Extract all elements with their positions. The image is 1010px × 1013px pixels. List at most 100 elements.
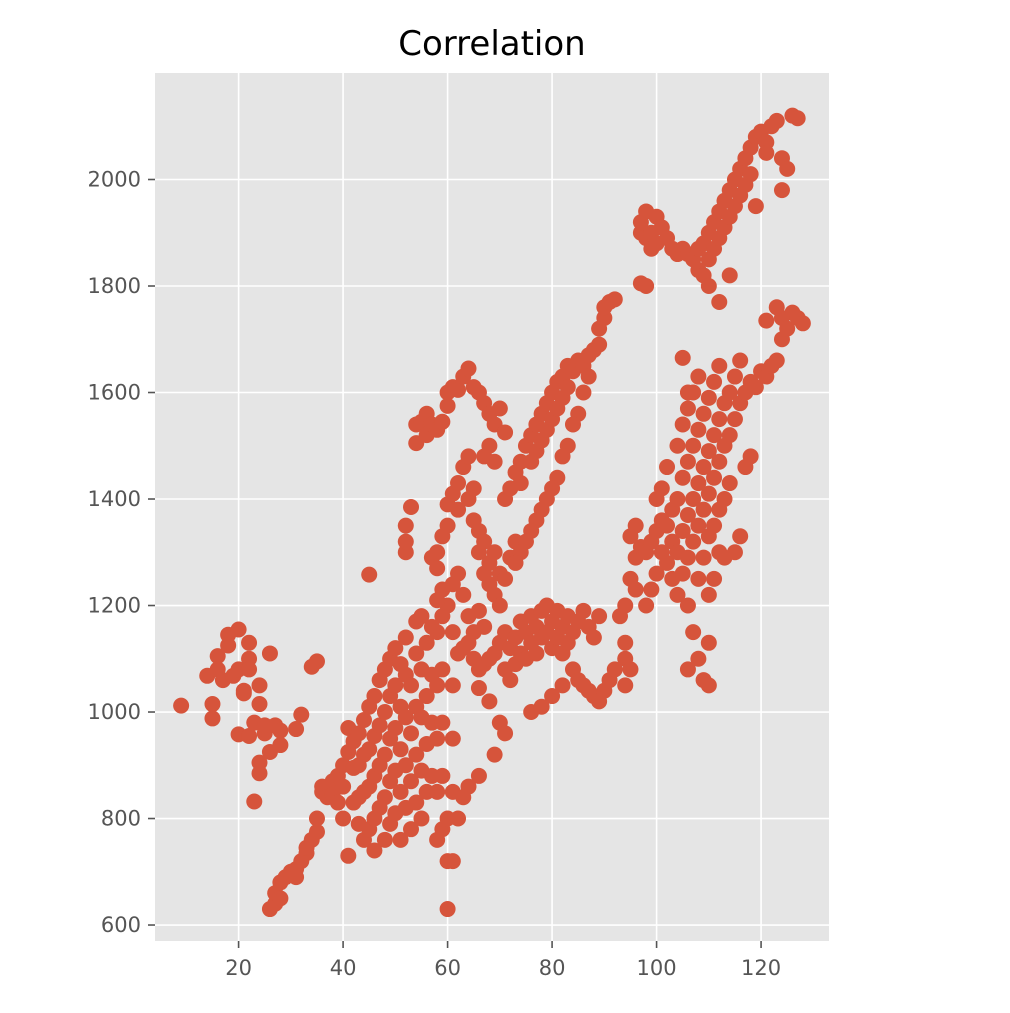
y-tick-label: 2000 — [88, 168, 141, 192]
scatter-point — [434, 661, 451, 678]
scatter-point — [679, 661, 696, 678]
scatter-point — [491, 597, 508, 614]
scatter-point — [653, 480, 670, 497]
scatter-point — [476, 533, 493, 550]
scatter-point — [350, 725, 367, 742]
scatter-point — [439, 397, 456, 414]
scatter-point — [747, 379, 764, 396]
scatter-point — [308, 823, 325, 840]
scatter-point — [617, 634, 634, 651]
scatter-point — [444, 853, 461, 870]
scatter-point — [794, 315, 811, 332]
scatter-point — [272, 737, 289, 754]
scatter-point — [413, 810, 430, 827]
scatter-point — [659, 554, 676, 571]
scatter-point — [606, 291, 623, 308]
scatter-point — [679, 400, 696, 417]
scatter-point — [690, 421, 707, 438]
scatter-point — [439, 901, 456, 918]
scatter-point — [366, 842, 383, 859]
scatter-point — [721, 427, 738, 444]
scatter-point — [679, 453, 696, 470]
scatter-point — [403, 499, 420, 515]
scatter-point — [622, 661, 639, 678]
scatter-point — [507, 554, 524, 571]
scatter-point — [408, 645, 425, 662]
scatter-point — [674, 522, 691, 539]
scatter-point — [460, 360, 477, 377]
scatter-point — [251, 696, 268, 713]
scatter-point — [288, 869, 305, 886]
scatter-point — [387, 719, 404, 736]
scatter-point — [497, 725, 514, 742]
scatter-point — [585, 629, 602, 646]
scatter-point — [397, 757, 414, 774]
scatter-point — [638, 597, 655, 614]
scatter-point — [434, 413, 451, 430]
scatter-point — [606, 661, 623, 678]
scatter-point — [308, 810, 325, 827]
scatter-point — [497, 424, 514, 441]
scatter-point — [408, 746, 425, 763]
scatter-point — [706, 517, 723, 534]
scatter-point — [758, 312, 775, 329]
scatter-point — [376, 746, 393, 763]
scatter-point — [403, 773, 420, 790]
scatter-point — [779, 160, 796, 177]
scatter-point — [591, 608, 608, 625]
x-tick-label: 20 — [225, 956, 252, 980]
scatter-point — [241, 661, 258, 678]
scatter-point — [706, 373, 723, 390]
scatter-point — [742, 448, 759, 465]
scatter-point — [726, 411, 743, 428]
scatter-point — [512, 475, 529, 492]
scatter-point — [387, 640, 404, 657]
scatter-point — [251, 754, 268, 771]
scatter-point — [429, 783, 446, 800]
scatter-point — [397, 533, 414, 550]
y-tick-label: 1800 — [88, 274, 141, 298]
scatter-point — [335, 810, 352, 827]
scatter-point — [721, 475, 738, 492]
scatter-point — [700, 443, 717, 460]
scatter-point — [685, 437, 702, 454]
scatter-point — [470, 602, 487, 619]
scatter-point — [288, 721, 305, 738]
scatter-point — [559, 379, 576, 396]
scatter-point — [361, 741, 378, 758]
scatter-point — [329, 794, 346, 811]
x-tick-label: 40 — [330, 956, 357, 980]
scatter-point — [251, 677, 268, 694]
scatter-point — [418, 688, 435, 705]
scatter-point — [721, 384, 738, 401]
scatter-point — [460, 634, 477, 651]
scatter-point — [726, 368, 743, 385]
scatter-point — [340, 847, 357, 864]
scatter-point — [272, 890, 289, 907]
scatter-point — [235, 685, 252, 702]
scatter-point — [455, 586, 472, 603]
scatter-point — [361, 566, 378, 583]
scatter-point — [742, 166, 759, 183]
scatter-point — [758, 144, 775, 161]
scatter-point — [397, 517, 414, 534]
scatter-point — [768, 299, 785, 316]
scatter-point — [450, 381, 467, 398]
scatter-point — [173, 697, 190, 714]
scatter-point — [674, 349, 691, 366]
scatter-point — [695, 405, 712, 422]
scatter-point — [460, 448, 477, 465]
scatter-point — [486, 544, 503, 561]
scatter-point — [690, 475, 707, 492]
scatter-point — [659, 517, 676, 534]
scatter-point — [674, 565, 691, 582]
scatter-point — [732, 528, 749, 545]
scatter-point — [220, 637, 237, 654]
scatter-point — [627, 517, 644, 534]
scatter-point — [732, 352, 749, 369]
scatter-point — [429, 544, 446, 561]
scatter-point — [685, 533, 702, 550]
scatter-point — [241, 727, 258, 744]
scatter-point — [392, 783, 409, 800]
scatter-point — [392, 831, 409, 848]
